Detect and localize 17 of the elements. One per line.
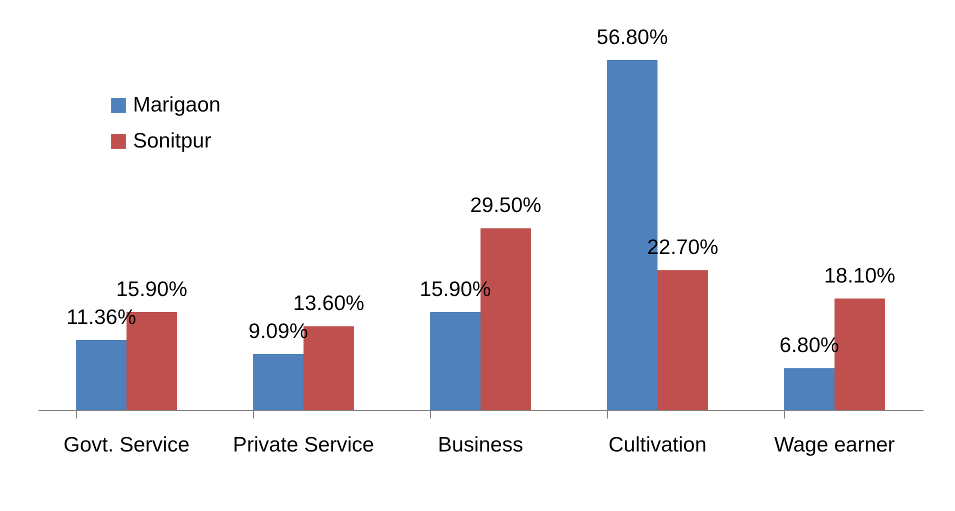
bar: [430, 312, 480, 410]
x-tick-label: Wage earner: [774, 434, 895, 456]
x-tick-label: Private Service: [232, 434, 374, 456]
data-label: 56.80%: [596, 26, 668, 49]
x-tick-label: Govt. Service: [63, 434, 190, 456]
x-tick-label: Business: [438, 434, 524, 456]
data-label: 18.10%: [824, 264, 896, 288]
bar: [784, 368, 834, 410]
data-label: 29.50%: [470, 194, 542, 218]
data-label: 15.90%: [116, 278, 188, 302]
legend-label: Sonitpur: [133, 130, 212, 152]
bar: [253, 354, 304, 410]
legend-label: Marigaon: [133, 94, 221, 116]
bar: [76, 340, 126, 410]
bar: [658, 270, 708, 410]
x-tick-label: Cultivation: [608, 434, 707, 456]
data-label: 13.60%: [293, 292, 364, 316]
